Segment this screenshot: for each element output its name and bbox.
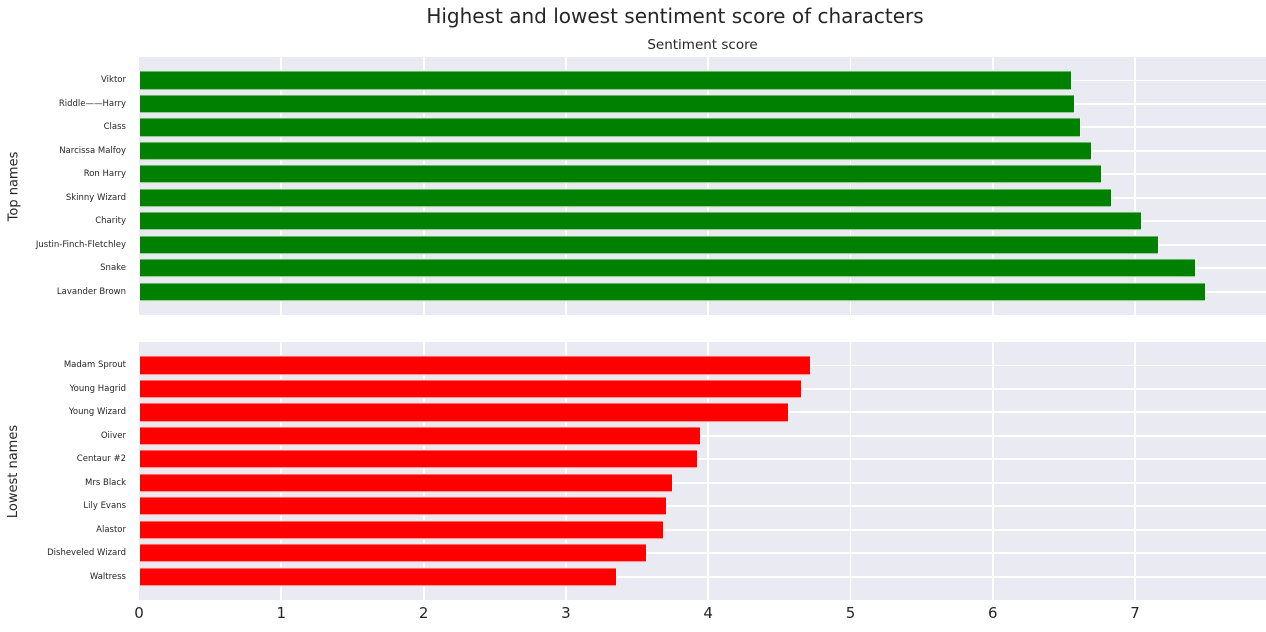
bar (139, 426, 702, 446)
y-tick-label: Snake (100, 263, 126, 274)
x-tick-label: 1 (276, 604, 287, 622)
bar-row (139, 139, 1266, 162)
gridline-vertical (1134, 342, 1136, 600)
y-tick-label: Madam Sprout (63, 360, 126, 371)
y-tick-label: Skinny Wizard (65, 192, 126, 203)
gridline-horizontal (139, 458, 1266, 461)
bar-rows (139, 354, 1266, 589)
bar-row (139, 377, 1266, 400)
y-tick-label: Young Wizard (68, 407, 126, 418)
bar-row (139, 518, 1266, 541)
x-tick-label: 2 (418, 604, 429, 622)
gridline-vertical (565, 342, 567, 600)
gridline-vertical (849, 57, 852, 315)
bar-row (139, 92, 1266, 115)
axes-title: Sentiment score (647, 37, 758, 53)
x-tick-label: 7 (1130, 604, 1140, 622)
gridline-vertical (991, 57, 994, 315)
gridline-vertical (565, 57, 567, 315)
bar (139, 449, 699, 469)
bar-row (139, 163, 1266, 186)
bar (139, 235, 1160, 255)
bar (139, 496, 667, 516)
bar (139, 520, 665, 540)
y-tick-label: Oiiver (100, 430, 126, 441)
gridline-horizontal (139, 552, 1266, 555)
x-tick-label: 5 (845, 604, 856, 622)
bar-row (139, 256, 1266, 279)
bar-rows (139, 69, 1266, 304)
bottom-chart-area (139, 342, 1266, 600)
bar-row (139, 495, 1266, 518)
y-tick-label: Centaur #2 (76, 454, 126, 465)
gridline-horizontal (139, 434, 1266, 437)
x-axis-tick-labels: 0 1 2 3 4 5 6 7 (134, 602, 1266, 624)
bar-row (139, 354, 1266, 377)
bar (139, 211, 1143, 231)
x-tick-label: 0 (134, 604, 144, 622)
bar (139, 282, 1207, 302)
bar (139, 402, 790, 422)
bar-row (139, 186, 1266, 209)
y-tick-label: Narcissa Malfoy (59, 145, 126, 156)
gridline-horizontal (139, 481, 1266, 484)
y-tick-label: Mrs Black (85, 477, 126, 488)
bar (139, 188, 1113, 208)
bar (139, 258, 1197, 278)
y-tick-label: Class (103, 122, 126, 133)
gridline-vertical (280, 57, 283, 315)
bar (139, 164, 1103, 184)
bar (139, 70, 1073, 91)
top-chart-area (139, 57, 1266, 315)
gridline-vertical (991, 342, 994, 600)
y-tick-label: Lavander Brown (56, 286, 126, 297)
gridline-horizontal (139, 505, 1266, 508)
bar-row (139, 565, 1266, 588)
gridline-vertical (1134, 57, 1136, 315)
bar (139, 94, 1076, 114)
gridline-vertical (280, 342, 283, 600)
gridline-horizontal (139, 528, 1266, 531)
y-tick-labels-bottom: Madam Sprout Young Hagrid Young Wizard Oiiv… (0, 342, 133, 600)
y-tick-label: Justin-Finch-Fletchley (35, 239, 126, 250)
y-tick-label: Riddle——Harry (58, 98, 126, 109)
bar (139, 567, 618, 587)
y-tick-label: Viktor (101, 75, 126, 86)
x-tick-label: 4 (703, 604, 713, 622)
bar-row (139, 116, 1266, 139)
gridline-horizontal (139, 575, 1266, 578)
bar-row (139, 210, 1266, 233)
y-tick-label: Lily Evans (83, 501, 126, 512)
bar (139, 543, 647, 563)
x-tick-label: 6 (988, 604, 998, 622)
y-tick-label: Disheveled Wizard (47, 548, 126, 559)
bar (139, 141, 1093, 161)
bar-row (139, 541, 1266, 564)
y-tick-label: Young Hagrid (69, 383, 126, 394)
y-tick-labels-top: Viktor Riddle——Harry Class Narcissa Malfoy R… (0, 57, 133, 315)
bar-row (139, 233, 1266, 256)
figure-title: Highest and lowest sentiment score of ch… (426, 4, 924, 28)
gridline-vertical (707, 342, 710, 600)
y-tick-label: Waltress (89, 571, 126, 582)
x-tick-label: 3 (561, 604, 571, 622)
bar-row (139, 401, 1266, 424)
bar-row (139, 69, 1266, 92)
gridline-vertical (707, 57, 710, 315)
bar-row (139, 424, 1266, 447)
bar (139, 117, 1081, 137)
bar-row (139, 471, 1266, 494)
bar (139, 473, 673, 493)
gridline-vertical (422, 57, 425, 315)
y-tick-label: Alastor (96, 524, 126, 535)
bar (139, 379, 803, 399)
bar-row (139, 280, 1266, 303)
bar (139, 355, 811, 376)
gridline-vertical (422, 342, 425, 600)
gridline-vertical (849, 342, 852, 600)
y-tick-label: Ron Harry (83, 169, 126, 180)
y-tick-label: Charity (95, 216, 126, 227)
bar-row (139, 448, 1266, 471)
